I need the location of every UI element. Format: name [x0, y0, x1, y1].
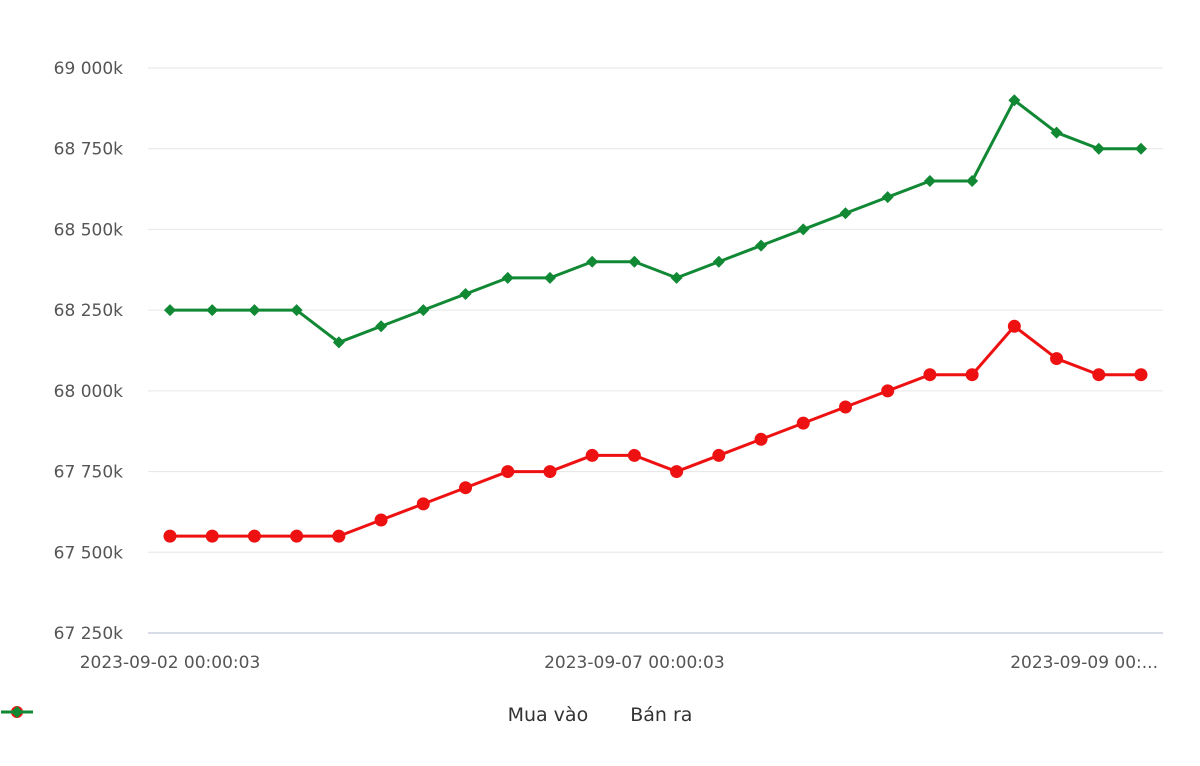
data-point[interactable]: [586, 255, 599, 268]
data-point[interactable]: [205, 529, 219, 543]
data-point[interactable]: [628, 255, 641, 268]
y-tick-label: 67 250k: [54, 624, 123, 644]
data-point[interactable]: [670, 465, 684, 479]
data-point[interactable]: [416, 497, 430, 511]
line-chart: 67 250k 67 500k 67 750k 68 000k 68 250k 68 50…: [54, 59, 1163, 673]
data-point[interactable]: [374, 513, 388, 527]
data-point[interactable]: [501, 465, 515, 479]
legend-symbol-series-1: [1, 706, 33, 718]
data-point[interactable]: [1135, 142, 1147, 155]
data-point[interactable]: [206, 304, 219, 317]
data-point[interactable]: [627, 448, 641, 462]
data-point[interactable]: [459, 288, 472, 300]
data-point[interactable]: [966, 175, 979, 187]
series-0: [163, 319, 1148, 543]
y-tick-label: 67 500k: [54, 543, 123, 563]
data-point[interactable]: [248, 304, 261, 317]
series-line-1: [168, 98, 1143, 344]
data-point[interactable]: [543, 465, 557, 479]
data-point[interactable]: [501, 271, 514, 284]
data-point[interactable]: [1092, 368, 1106, 382]
x-tick-label: 2023-09-02 00:00:03: [80, 653, 261, 673]
data-point[interactable]: [1050, 126, 1063, 139]
data-point[interactable]: [797, 223, 810, 236]
y-tick-label: 67 750k: [54, 463, 123, 483]
data-point[interactable]: [923, 368, 937, 382]
data-point[interactable]: [796, 416, 810, 430]
data-point[interactable]: [163, 529, 177, 543]
data-point[interactable]: [247, 529, 261, 543]
data-point[interactable]: [1050, 352, 1064, 366]
data-point[interactable]: [290, 529, 304, 543]
data-point[interactable]: [543, 271, 556, 284]
series-line-0: [168, 324, 1143, 538]
data-point[interactable]: [712, 448, 726, 462]
data-point[interactable]: [459, 481, 473, 495]
data-point[interactable]: [164, 304, 176, 317]
data-point[interactable]: [585, 448, 599, 462]
y-tick-label: 68 750k: [54, 140, 123, 160]
data-point[interactable]: [417, 304, 430, 317]
data-point[interactable]: [965, 368, 979, 382]
legend-item-series-0[interactable]: Mua vào: [1, 704, 589, 726]
data-point[interactable]: [1092, 142, 1105, 155]
data-point[interactable]: [838, 400, 852, 414]
data-point[interactable]: [881, 191, 894, 204]
x-tick-label: 2023-09-09 00:...: [1010, 653, 1158, 673]
legend-item-series-1[interactable]: Bán ra: [1, 704, 693, 726]
data-point[interactable]: [881, 384, 895, 398]
data-point[interactable]: [290, 304, 303, 317]
data-point[interactable]: [1007, 319, 1021, 333]
data-point[interactable]: [332, 336, 345, 349]
y-tick-label: 68 250k: [54, 301, 123, 321]
data-point[interactable]: [923, 175, 936, 187]
data-point[interactable]: [755, 239, 768, 252]
y-tick-label: 68 500k: [54, 220, 123, 240]
data-point[interactable]: [1134, 368, 1148, 382]
data-point[interactable]: [1008, 94, 1021, 107]
legend: Mua vào Bán ra: [0, 704, 1200, 726]
series-1: [164, 94, 1147, 349]
data-point[interactable]: [375, 320, 388, 333]
legend-label-series-1: Bán ra: [630, 704, 693, 726]
data-point[interactable]: [754, 432, 768, 446]
data-point[interactable]: [670, 271, 683, 284]
x-tick-label: 2023-09-07 00:00:03: [544, 653, 725, 673]
y-tick-label: 68 000k: [54, 382, 123, 402]
data-point[interactable]: [839, 207, 852, 220]
data-point[interactable]: [712, 255, 725, 268]
y-tick-label: 69 000k: [54, 59, 123, 79]
data-point[interactable]: [332, 529, 346, 543]
legend-label-series-0: Mua vào: [507, 704, 589, 726]
